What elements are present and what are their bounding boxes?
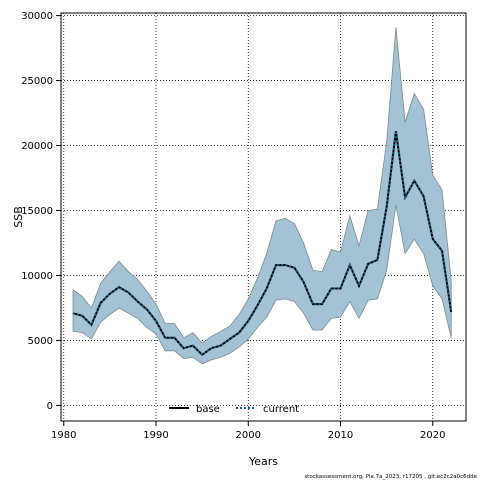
series-lines xyxy=(72,131,453,356)
y-axis-title: SSB xyxy=(12,206,25,228)
legend-label-base: base xyxy=(196,404,220,415)
series-line-base xyxy=(72,131,453,356)
confidence-band xyxy=(72,27,452,365)
x-tick-label: 2010 xyxy=(328,430,353,441)
legend: base current xyxy=(169,404,299,415)
x-tick-label: 2000 xyxy=(236,430,261,441)
y-tick-label: 30000 xyxy=(21,11,53,22)
legend-label-current: current xyxy=(263,404,299,415)
plot-frame xyxy=(60,12,467,422)
x-tick-label: 2020 xyxy=(420,430,445,441)
x-axis-title: Years xyxy=(248,455,278,468)
footer-note: stockassessment.org, Ple.7a_2023, r17205… xyxy=(304,474,477,480)
x-tick-label: 1980 xyxy=(51,430,76,441)
y-tick-label: 0 xyxy=(47,401,53,412)
x-axis: 1980 1990 2000 2010 2020 xyxy=(51,421,446,441)
y-tick-label: 10000 xyxy=(21,271,53,282)
y-tick-label: 5000 xyxy=(28,336,53,347)
y-tick-label: 20000 xyxy=(21,141,53,152)
y-axis: 0 5000 10000 15000 20000 25000 30000 xyxy=(21,11,61,412)
grid xyxy=(61,13,466,421)
y-tick-label: 15000 xyxy=(21,206,53,217)
x-tick-label: 1990 xyxy=(143,430,168,441)
y-tick-label: 25000 xyxy=(21,76,53,87)
